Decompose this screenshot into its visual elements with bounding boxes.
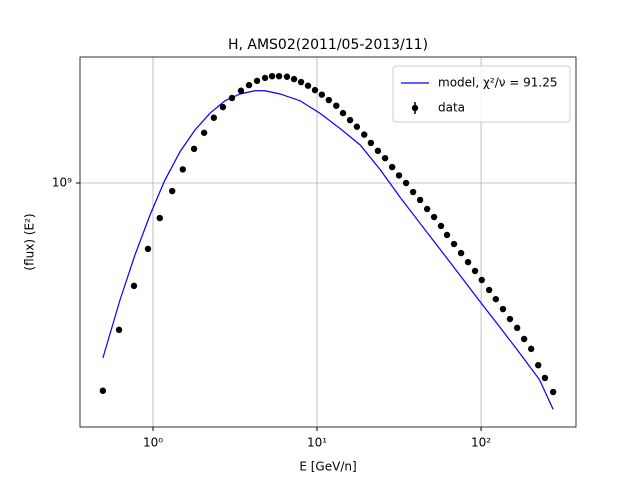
x-tick-label: 10⁰	[143, 436, 163, 450]
data-point	[169, 187, 176, 195]
legend-label: data	[438, 101, 465, 115]
data-point	[228, 94, 236, 102]
data-point	[513, 324, 521, 332]
y-axis-label: (flux) (E²)	[23, 213, 37, 270]
data-point	[339, 109, 347, 117]
data-point	[520, 335, 528, 343]
legend-box	[392, 65, 571, 123]
data-point	[485, 286, 493, 294]
data-point	[346, 116, 354, 124]
data-point	[388, 163, 396, 171]
data-point	[402, 179, 410, 187]
data-point	[219, 103, 227, 111]
data-point	[304, 82, 312, 89]
data-point	[156, 214, 163, 222]
data-point	[290, 75, 298, 83]
data-point	[471, 267, 479, 275]
data-point	[318, 91, 326, 98]
legend-swatch	[411, 104, 419, 112]
data-point	[492, 295, 500, 303]
x-axis-label: E [GeV/n]	[299, 460, 356, 474]
data-point	[506, 315, 514, 323]
data-point	[268, 72, 276, 80]
x-tick-label: 10¹	[307, 436, 327, 450]
data-point	[549, 388, 557, 396]
data-point	[200, 129, 208, 136]
data-point	[409, 188, 417, 196]
data-point	[144, 245, 152, 253]
data-point	[499, 305, 507, 313]
data-point	[374, 147, 382, 155]
data-point	[179, 166, 187, 173]
data-point	[130, 282, 138, 290]
data-point	[527, 345, 535, 353]
data-point	[443, 231, 451, 239]
data-point	[367, 139, 375, 147]
data-point	[325, 96, 333, 104]
data-point	[457, 249, 465, 257]
data-point	[450, 240, 458, 248]
data-point	[381, 154, 389, 162]
y-tick-label: 10⁹	[52, 175, 72, 189]
data-point	[253, 77, 261, 85]
data-point	[361, 131, 368, 138]
data-point	[478, 276, 485, 284]
data-point	[423, 205, 431, 213]
data-point	[190, 145, 198, 153]
data-point	[535, 361, 542, 369]
data-point	[430, 213, 438, 221]
data-point	[245, 81, 253, 89]
data-point	[464, 258, 472, 266]
data-point	[416, 196, 424, 204]
data-point	[275, 72, 283, 80]
x-tick-label: 10²	[471, 436, 491, 450]
data-point	[283, 73, 291, 80]
data-point	[99, 387, 107, 394]
data-point	[333, 102, 340, 109]
data-point	[237, 87, 245, 94]
data-point	[297, 78, 305, 86]
data-point	[437, 222, 445, 230]
model-line	[102, 90, 554, 410]
plot-frame	[79, 56, 577, 428]
data-point	[353, 123, 361, 130]
data-point	[115, 326, 123, 334]
data-point	[541, 374, 549, 382]
data-point	[311, 86, 319, 94]
legend-label: model, χ²/ν = 91.25	[438, 76, 558, 90]
data-point	[395, 172, 403, 179]
data-point	[261, 74, 269, 82]
chart-title: H, AMS02(2011/05-2013/11)	[228, 37, 428, 53]
data-point	[210, 114, 218, 121]
